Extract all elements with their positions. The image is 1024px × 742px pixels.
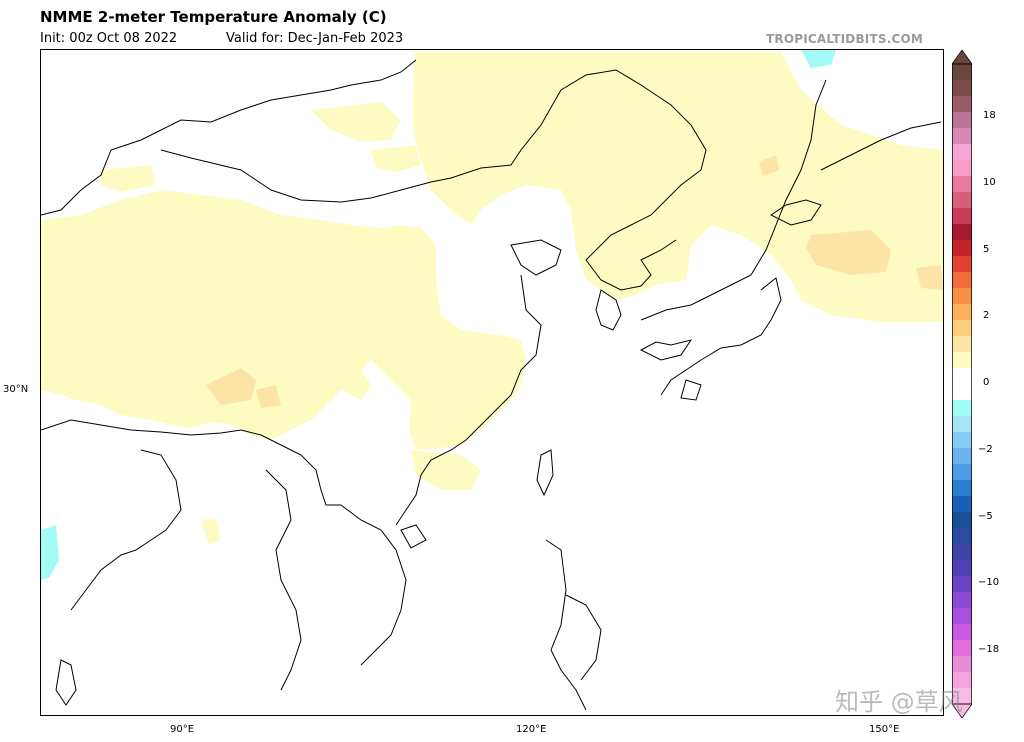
colorbar-swatch	[952, 592, 972, 609]
colorbar-tick-0: 0	[983, 377, 990, 388]
colorbar-swatch	[952, 96, 972, 113]
colorbar-swatch	[952, 176, 972, 193]
colorbar-swatch	[952, 80, 972, 97]
colorbar-swatch	[952, 384, 972, 401]
colorbar-swatch	[952, 400, 972, 417]
colorbar-swatch	[952, 208, 972, 225]
colorbar-swatch	[952, 112, 972, 129]
colorbar-tick-18: 18	[983, 110, 996, 121]
colorbar-tick-neg2: −2	[978, 444, 993, 455]
colorbar-swatch	[952, 240, 972, 257]
colorbar-swatch	[952, 256, 972, 273]
cool-anomaly-fill	[41, 50, 836, 580]
colorbar-tick-2: 2	[983, 310, 990, 321]
colorbar-swatch	[952, 144, 972, 161]
colorbar-tick-neg5: −5	[978, 511, 993, 522]
colorbar-swatch	[952, 512, 972, 529]
colorbar-swatch	[952, 560, 972, 577]
colorbar-swatch	[952, 368, 972, 385]
colorbar-swatch	[952, 656, 972, 673]
chart-title: NMME 2-meter Temperature Anomaly (C)	[40, 8, 387, 26]
colorbar-swatch	[952, 272, 972, 289]
colorbar-swatch	[952, 128, 972, 145]
colorbar-swatch	[952, 544, 972, 561]
colorbar-swatch	[952, 608, 972, 625]
colorbar-tick-neg18: −18	[978, 644, 1000, 655]
site-brand[interactable]: TROPICALTIDBITS.COM	[766, 32, 923, 46]
colorbar-swatch	[952, 496, 972, 513]
watermark: 知乎 @草风	[835, 688, 963, 716]
longitude-label-120e: 120°E	[516, 724, 547, 735]
map-panel	[40, 49, 944, 716]
valid-period: Valid for: Dec-Jan-Feb 2023	[226, 31, 404, 46]
japan-coast	[660, 277, 782, 401]
colorbar-swatch	[952, 464, 972, 481]
colorbar-swatch	[952, 576, 972, 593]
colorbar-swatch	[952, 192, 972, 209]
colorbar-swatch	[952, 432, 972, 449]
colorbar-swatch	[952, 480, 972, 497]
colorbar-swatch	[952, 336, 972, 353]
colorbar-swatch	[952, 304, 972, 321]
colorbar-tick-neg10: −10	[978, 577, 1000, 588]
colorbar-swatch	[952, 688, 972, 705]
warm-anomaly-fill	[41, 52, 943, 545]
longitude-label-90e: 90°E	[170, 724, 195, 735]
colorbar-swatch	[952, 160, 972, 177]
colorbar-tick-10: 10	[983, 177, 996, 188]
coastlines-borders	[41, 59, 942, 711]
colorbar-swatch	[952, 416, 972, 433]
colorbar-swatch	[952, 672, 972, 689]
colorbar-swatch	[952, 624, 972, 641]
anomaly-map	[41, 50, 943, 711]
colorbar-outline	[952, 63, 972, 705]
longitude-label-150e: 150°E	[869, 724, 900, 735]
colorbar-swatch	[952, 224, 972, 241]
init-time: Init: 00z Oct 08 2022	[40, 31, 178, 46]
colorbar-swatch	[952, 528, 972, 545]
colorbar-swatch	[952, 320, 972, 337]
warm-anomaly-core	[206, 155, 943, 408]
colorbar-swatch	[952, 640, 972, 657]
colorbar-tick-5: 5	[983, 244, 990, 255]
colorbar-swatch	[952, 64, 972, 81]
colorbar-extend-top	[952, 50, 972, 65]
colorbar-swatch	[952, 352, 972, 369]
latitude-label-30n: 30°N	[3, 384, 29, 395]
colorbar-swatch	[952, 288, 972, 305]
colorbar	[952, 50, 972, 718]
colorbar-swatch	[952, 448, 972, 465]
